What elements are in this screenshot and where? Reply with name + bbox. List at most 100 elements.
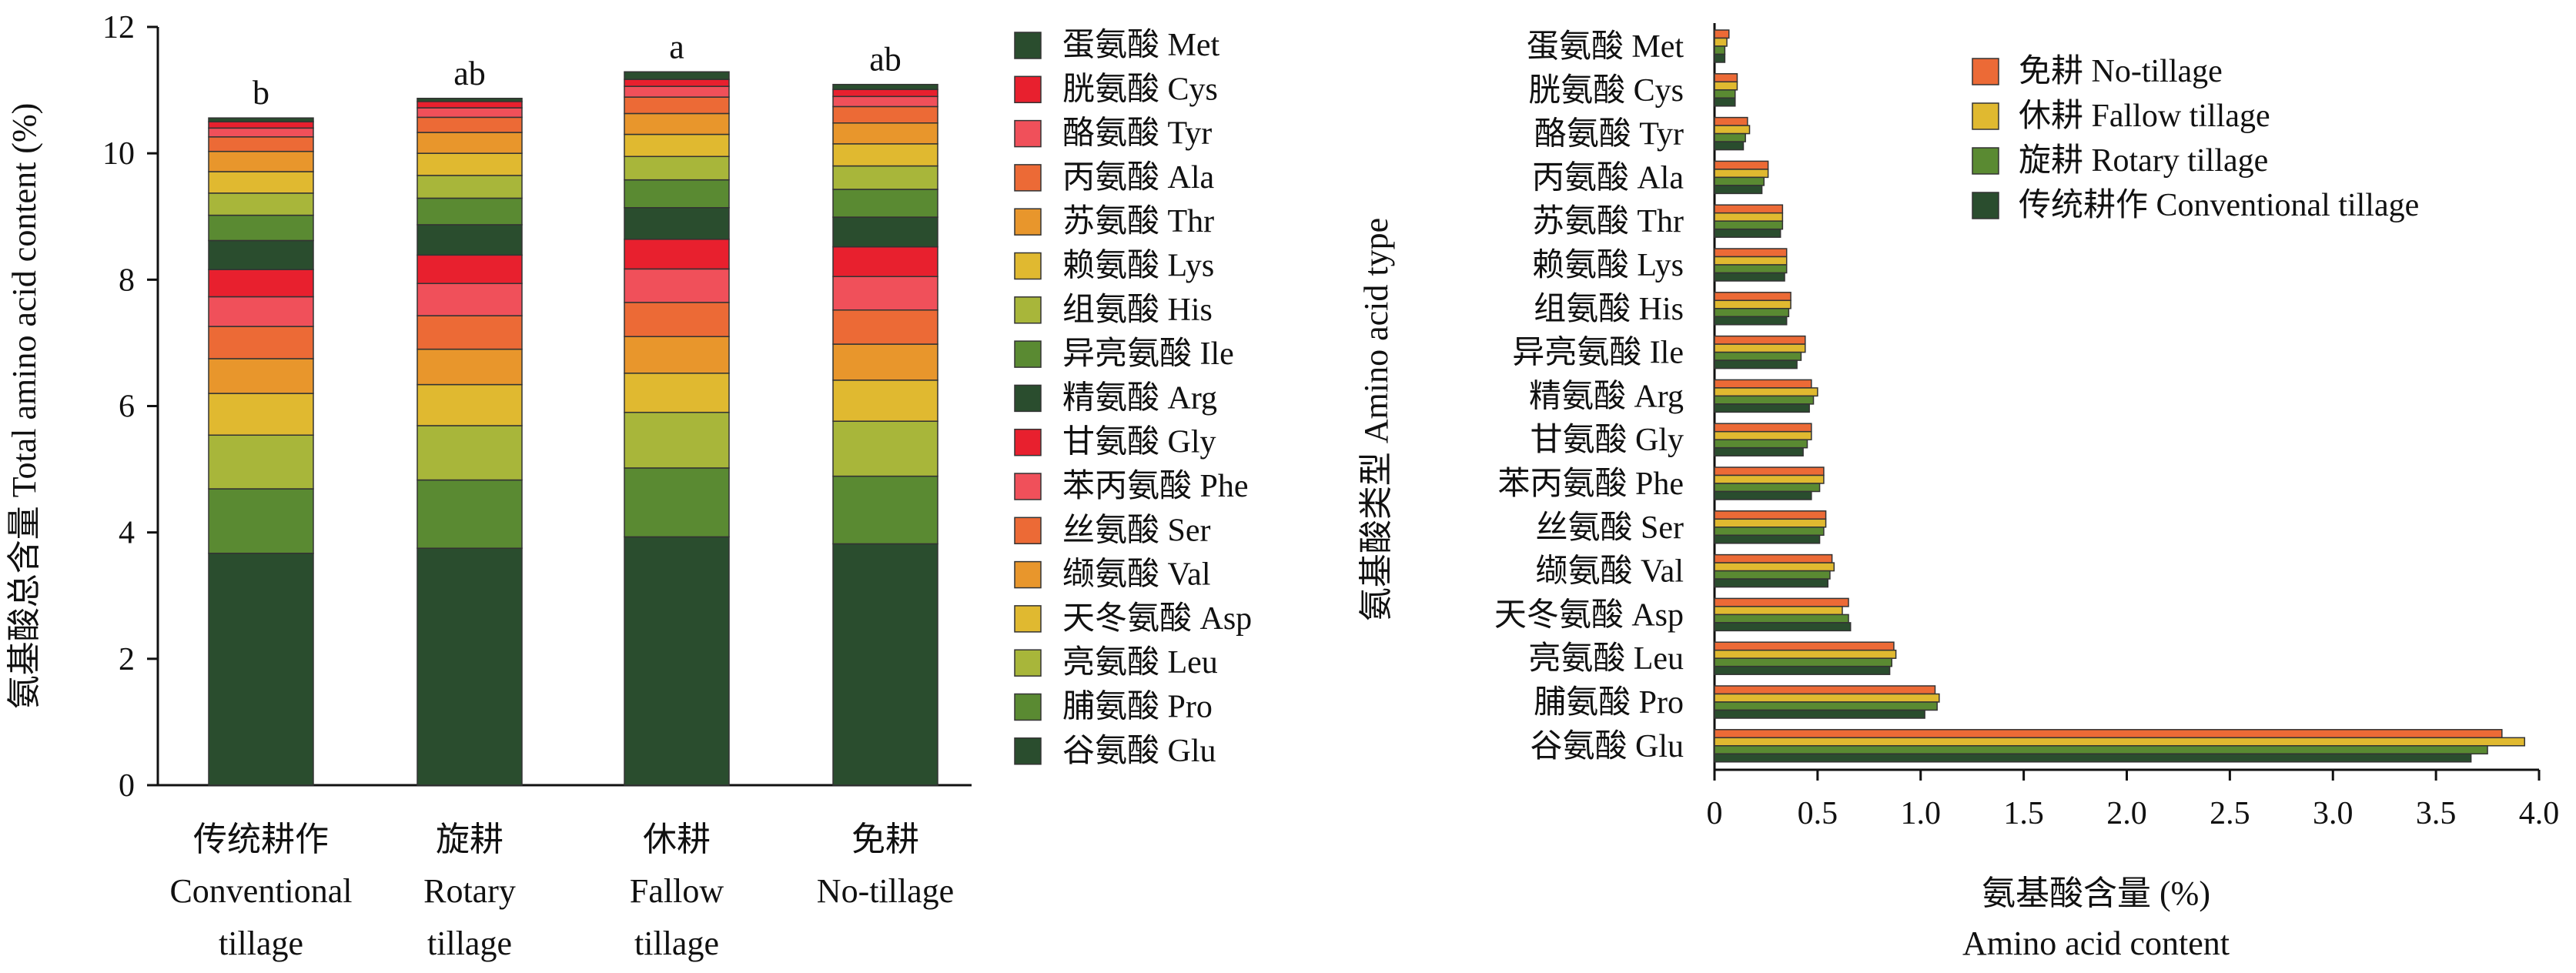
bar-segment	[832, 343, 938, 381]
bar	[1714, 387, 1818, 397]
bar-segment	[624, 85, 730, 98]
legend-swatch	[1014, 428, 1042, 456]
legend-swatch	[1014, 252, 1042, 280]
bar-segment	[417, 479, 523, 549]
bar	[1714, 81, 1738, 91]
category-label: 胱氨酸 Cys	[1528, 73, 1684, 109]
legend-label: 休耕 Fallow tillage	[2019, 99, 2270, 134]
bar-segment	[208, 553, 314, 786]
legend-swatch	[1014, 340, 1042, 368]
legend-swatch	[1014, 208, 1042, 236]
category-label: 亮氨酸 Leu	[1528, 640, 1684, 677]
bar	[1714, 97, 1736, 107]
bar-segment	[832, 216, 938, 248]
bar	[1714, 73, 1738, 83]
bar-segment	[624, 112, 730, 135]
bar-segment	[417, 98, 523, 102]
legend-label: 蛋氨酸 Met	[1062, 28, 1219, 63]
bar-segment	[624, 96, 730, 115]
y-tick-label: 4	[119, 516, 135, 551]
bar	[1714, 534, 1821, 544]
category-label-en: tillage	[219, 925, 303, 962]
bar	[1714, 53, 1726, 63]
bar-segment	[208, 358, 314, 394]
bar-segment	[417, 101, 523, 109]
x-tick-label: 3.0	[2313, 796, 2354, 831]
bar-segment	[417, 132, 523, 154]
bar-segment	[624, 336, 730, 374]
bar	[1714, 510, 1827, 520]
bar-segment	[417, 152, 523, 176]
y-tick-label: 0	[119, 768, 135, 804]
bar	[1714, 308, 1790, 318]
legend-swatch	[1972, 192, 1999, 219]
category-label: 谷氨酸 Glu	[1530, 729, 1684, 764]
legend-label: 丙氨酸 Ala	[1062, 160, 1215, 196]
category-label-zh: 旋耕	[436, 821, 503, 858]
bar-segment	[417, 283, 523, 316]
legend-swatch	[1972, 102, 1999, 130]
bar	[1714, 578, 1829, 588]
bar-segment	[832, 95, 938, 108]
bar	[1714, 423, 1812, 433]
legend-label: 谷氨酸 Glu	[1062, 734, 1216, 769]
bar-segment	[208, 121, 314, 129]
y-tick-label: 2	[119, 642, 135, 677]
bar	[1714, 403, 1810, 413]
legend-swatch	[1972, 58, 1999, 85]
bar-segment	[624, 133, 730, 158]
bar-segment	[208, 269, 314, 298]
legend-label: 苯丙氨酸 Phe	[1062, 469, 1249, 504]
bar-segment	[208, 296, 314, 327]
bar	[1714, 169, 1769, 179]
bar	[1714, 299, 1791, 309]
bar-segment	[417, 425, 523, 481]
bar-segment	[832, 143, 938, 167]
legend-swatch	[1014, 649, 1042, 677]
x-tick-label: 3.5	[2416, 796, 2457, 831]
bar-segment	[832, 309, 938, 345]
legend-label: 免耕 No-tillage	[2019, 54, 2223, 89]
bar-segment	[624, 467, 730, 538]
bar-segment	[208, 127, 314, 138]
bar-segment	[832, 105, 938, 124]
category-label-en: No-tillage	[817, 872, 954, 910]
bar-segment	[417, 315, 523, 350]
category-label: 丙氨酸 Ala	[1532, 160, 1684, 196]
legend-swatch	[1014, 164, 1042, 192]
legend-label: 丝氨酸 Ser	[1062, 513, 1211, 548]
bar	[1714, 185, 1763, 195]
bar-segment	[417, 197, 523, 226]
bar	[1714, 272, 1785, 282]
bar	[1714, 316, 1788, 326]
bar-segment	[624, 155, 730, 181]
bar	[1714, 248, 1788, 258]
category-label-en: Rotary	[423, 872, 516, 910]
bar-segment	[832, 89, 938, 98]
x-tick-label: 1.0	[1901, 796, 1942, 831]
bar-segment	[832, 246, 938, 277]
bar	[1714, 553, 1833, 563]
bar	[1714, 292, 1791, 302]
bar-segment	[208, 136, 314, 152]
category-label: 苯丙氨酸 Phe	[1497, 466, 1684, 502]
bar	[1714, 264, 1788, 274]
x-axis-label-zh: 氨基酸含量 (%)	[1982, 874, 2210, 912]
legend-swatch	[1014, 693, 1042, 721]
stacked-bar-chart: 0 2 4 6 8 10 12 氨基酸总含量 Total amino acid content…	[5, 10, 1252, 962]
bar-segment	[417, 383, 523, 426]
category-label: 苏氨酸 Thr	[1532, 204, 1684, 239]
bar-segment	[832, 276, 938, 311]
category-label: 丝氨酸 Ser	[1536, 510, 1684, 546]
bar	[1714, 446, 1804, 456]
legend-label: 异亮氨酸 Ile	[1062, 336, 1234, 372]
bar-segment	[208, 326, 314, 359]
category-label: 缬氨酸 Val	[1536, 554, 1684, 590]
bar-segment	[208, 117, 314, 122]
bar-segment	[624, 239, 730, 270]
bar	[1714, 622, 1852, 632]
bar	[1714, 351, 1802, 361]
y-tick-label: 6	[119, 390, 135, 425]
bar	[1714, 606, 1843, 616]
category-label: 精氨酸 Arg	[1529, 379, 1684, 414]
